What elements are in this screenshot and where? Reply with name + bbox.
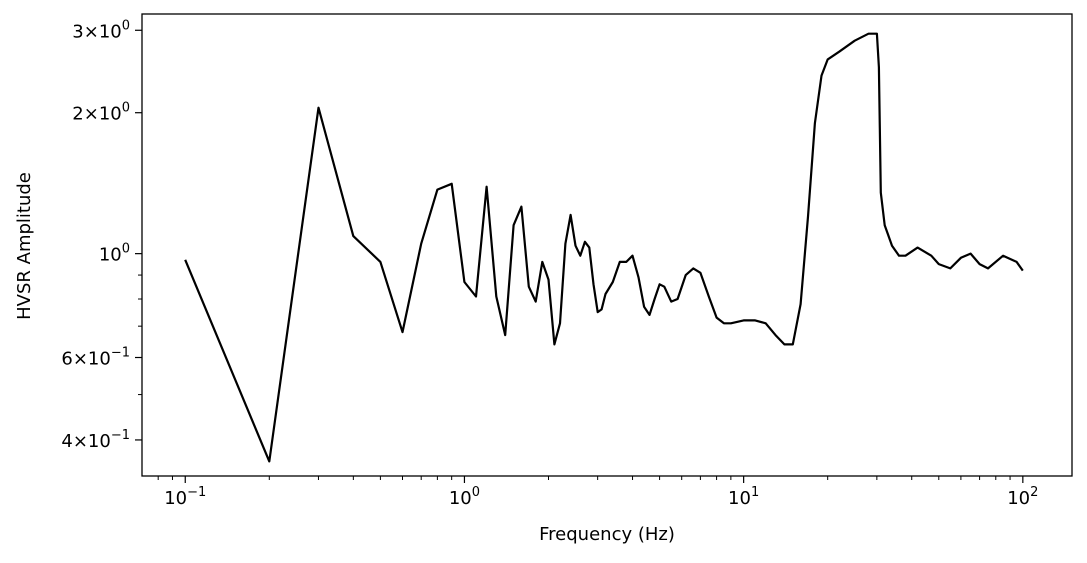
plot-background (142, 14, 1072, 476)
tick-exponent: 0 (122, 18, 130, 33)
tick-exponent: 1 (751, 485, 759, 500)
tick-base: 10 (99, 21, 122, 42)
tick-times: × (84, 21, 99, 42)
tick-times: × (73, 431, 88, 452)
tick-times: × (84, 104, 99, 125)
tick-base: 10 (449, 488, 472, 509)
x-tick-label: 10−1 (164, 485, 206, 509)
x-tick-label: 100 (449, 485, 480, 509)
tick-mantissa: 2 (72, 104, 83, 125)
tick-mantissa: 6 (61, 349, 72, 370)
tick-exponent: 0 (122, 242, 130, 257)
tick-exponent: −1 (111, 428, 130, 443)
tick-exponent: −1 (111, 346, 130, 361)
x-axis-label: Frequency (Hz) (539, 524, 675, 545)
tick-base: 10 (1007, 488, 1030, 509)
tick-exponent: 0 (122, 101, 130, 116)
tick-base: 10 (88, 349, 111, 370)
tick-exponent: 0 (472, 485, 480, 500)
y-tick-label: 100 (99, 242, 130, 266)
tick-base: 10 (164, 488, 187, 509)
tick-mantissa: 4 (61, 431, 72, 452)
x-tick-label: 101 (728, 485, 759, 509)
tick-base: 10 (88, 431, 111, 452)
x-tick-label: 102 (1007, 485, 1038, 509)
tick-exponent: −1 (187, 485, 206, 500)
tick-base: 10 (728, 488, 751, 509)
y-tick-label: 6×10−1 (61, 346, 130, 370)
y-tick-label: 2×100 (72, 101, 130, 125)
tick-exponent: 2 (1030, 485, 1038, 500)
tick-base: 10 (99, 104, 122, 125)
hvsr-amplitude-line (184, 32, 1024, 463)
tick-base: 10 (99, 245, 122, 266)
tick-times: × (73, 349, 88, 370)
plot-frame (141, 13, 1073, 477)
y-tick-label: 3×100 (72, 18, 130, 42)
y-tick-label: 4×10−1 (61, 428, 130, 452)
y-axis-label: HVSR Amplitude (14, 172, 35, 320)
tick-mantissa: 3 (72, 21, 83, 42)
